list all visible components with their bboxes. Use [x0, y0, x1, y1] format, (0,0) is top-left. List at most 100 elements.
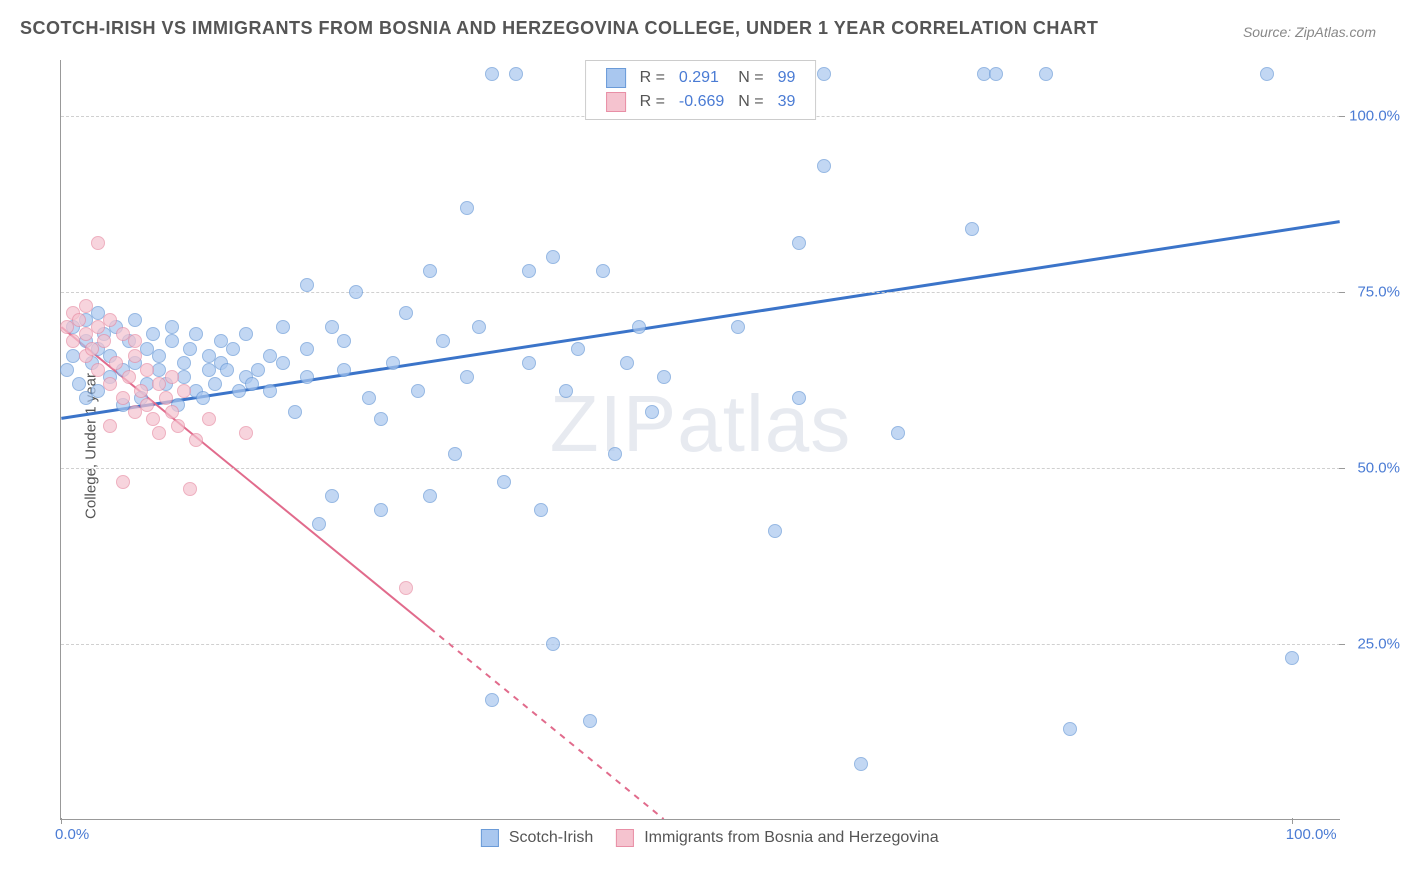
data-point — [485, 67, 499, 81]
data-point — [559, 384, 573, 398]
data-point — [460, 370, 474, 384]
data-point — [140, 398, 154, 412]
data-point — [522, 264, 536, 278]
data-point — [171, 419, 185, 433]
trend-line — [430, 628, 664, 819]
data-point — [202, 412, 216, 426]
data-point — [423, 489, 437, 503]
data-point — [485, 693, 499, 707]
data-point — [583, 714, 597, 728]
legend-row-series-a: R = 0.291 N = 99 — [600, 67, 802, 89]
x-tick-label: 0.0% — [55, 826, 89, 843]
swatch-icon — [606, 92, 626, 112]
data-point — [263, 384, 277, 398]
data-point — [792, 236, 806, 250]
y-tick-label: 25.0% — [1357, 636, 1400, 653]
data-point — [128, 313, 142, 327]
data-point — [109, 356, 123, 370]
data-point — [817, 67, 831, 81]
data-point — [288, 405, 302, 419]
data-point — [300, 342, 314, 356]
data-point — [337, 363, 351, 377]
data-point — [817, 159, 831, 173]
data-point — [460, 201, 474, 215]
data-point — [534, 503, 548, 517]
data-point — [300, 278, 314, 292]
data-point — [854, 757, 868, 771]
data-point — [60, 363, 74, 377]
data-point — [608, 447, 622, 461]
data-point — [208, 377, 222, 391]
data-point — [312, 517, 326, 531]
swatch-icon — [606, 68, 626, 88]
chart-plot-area: ZIPatlas R = 0.291 N = 99 R = -0.669 N =… — [60, 60, 1340, 820]
data-point — [177, 370, 191, 384]
source-label: Source: ZipAtlas.com — [1243, 24, 1376, 40]
data-point — [152, 426, 166, 440]
data-point — [189, 433, 203, 447]
data-point — [276, 356, 290, 370]
data-point — [509, 67, 523, 81]
data-point — [165, 405, 179, 419]
data-point — [165, 370, 179, 384]
data-point — [657, 370, 671, 384]
data-point — [239, 327, 253, 341]
legend-correlation-box: R = 0.291 N = 99 R = -0.669 N = 39 — [585, 60, 817, 120]
data-point — [196, 391, 210, 405]
data-point — [620, 356, 634, 370]
data-point — [128, 334, 142, 348]
chart-title: SCOTCH-IRISH VS IMMIGRANTS FROM BOSNIA A… — [20, 18, 1098, 39]
watermark-text: ZIPatlas — [550, 378, 851, 470]
data-point — [300, 370, 314, 384]
data-point — [448, 447, 462, 461]
data-point — [91, 363, 105, 377]
data-point — [645, 405, 659, 419]
data-point — [546, 637, 560, 651]
data-point — [423, 264, 437, 278]
data-point — [571, 342, 585, 356]
legend-row-series-b: R = -0.669 N = 39 — [600, 91, 802, 113]
data-point — [116, 475, 130, 489]
data-point — [596, 264, 610, 278]
data-point — [325, 489, 339, 503]
data-point — [72, 313, 86, 327]
data-point — [768, 524, 782, 538]
data-point — [239, 426, 253, 440]
data-point — [276, 320, 290, 334]
data-point — [472, 320, 486, 334]
data-point — [337, 334, 351, 348]
y-tick-label: 100.0% — [1349, 108, 1400, 125]
data-point — [189, 327, 203, 341]
data-point — [1063, 722, 1077, 736]
data-point — [91, 236, 105, 250]
data-point — [436, 334, 450, 348]
data-point — [546, 250, 560, 264]
data-point — [362, 391, 376, 405]
data-point — [159, 391, 173, 405]
x-tick-label: 100.0% — [1286, 826, 1337, 843]
data-point — [245, 377, 259, 391]
y-tick-label: 75.0% — [1357, 284, 1400, 301]
swatch-icon — [616, 829, 634, 847]
data-point — [165, 334, 179, 348]
data-point — [103, 419, 117, 433]
y-tick-label: 50.0% — [1357, 460, 1400, 477]
data-point — [632, 320, 646, 334]
data-point — [374, 503, 388, 517]
legend-label-a: Scotch-Irish — [509, 829, 593, 846]
data-point — [220, 363, 234, 377]
data-point — [146, 412, 160, 426]
data-point — [522, 356, 536, 370]
data-point — [103, 313, 117, 327]
data-point — [165, 320, 179, 334]
gridline — [61, 644, 1340, 645]
gridline — [61, 468, 1340, 469]
legend-series-names: Scotch-Irish Immigrants from Bosnia and … — [462, 829, 938, 847]
data-point — [122, 370, 136, 384]
data-point — [399, 581, 413, 595]
data-point — [79, 299, 93, 313]
data-point — [177, 356, 191, 370]
data-point — [325, 320, 339, 334]
data-point — [1260, 67, 1274, 81]
data-point — [97, 334, 111, 348]
